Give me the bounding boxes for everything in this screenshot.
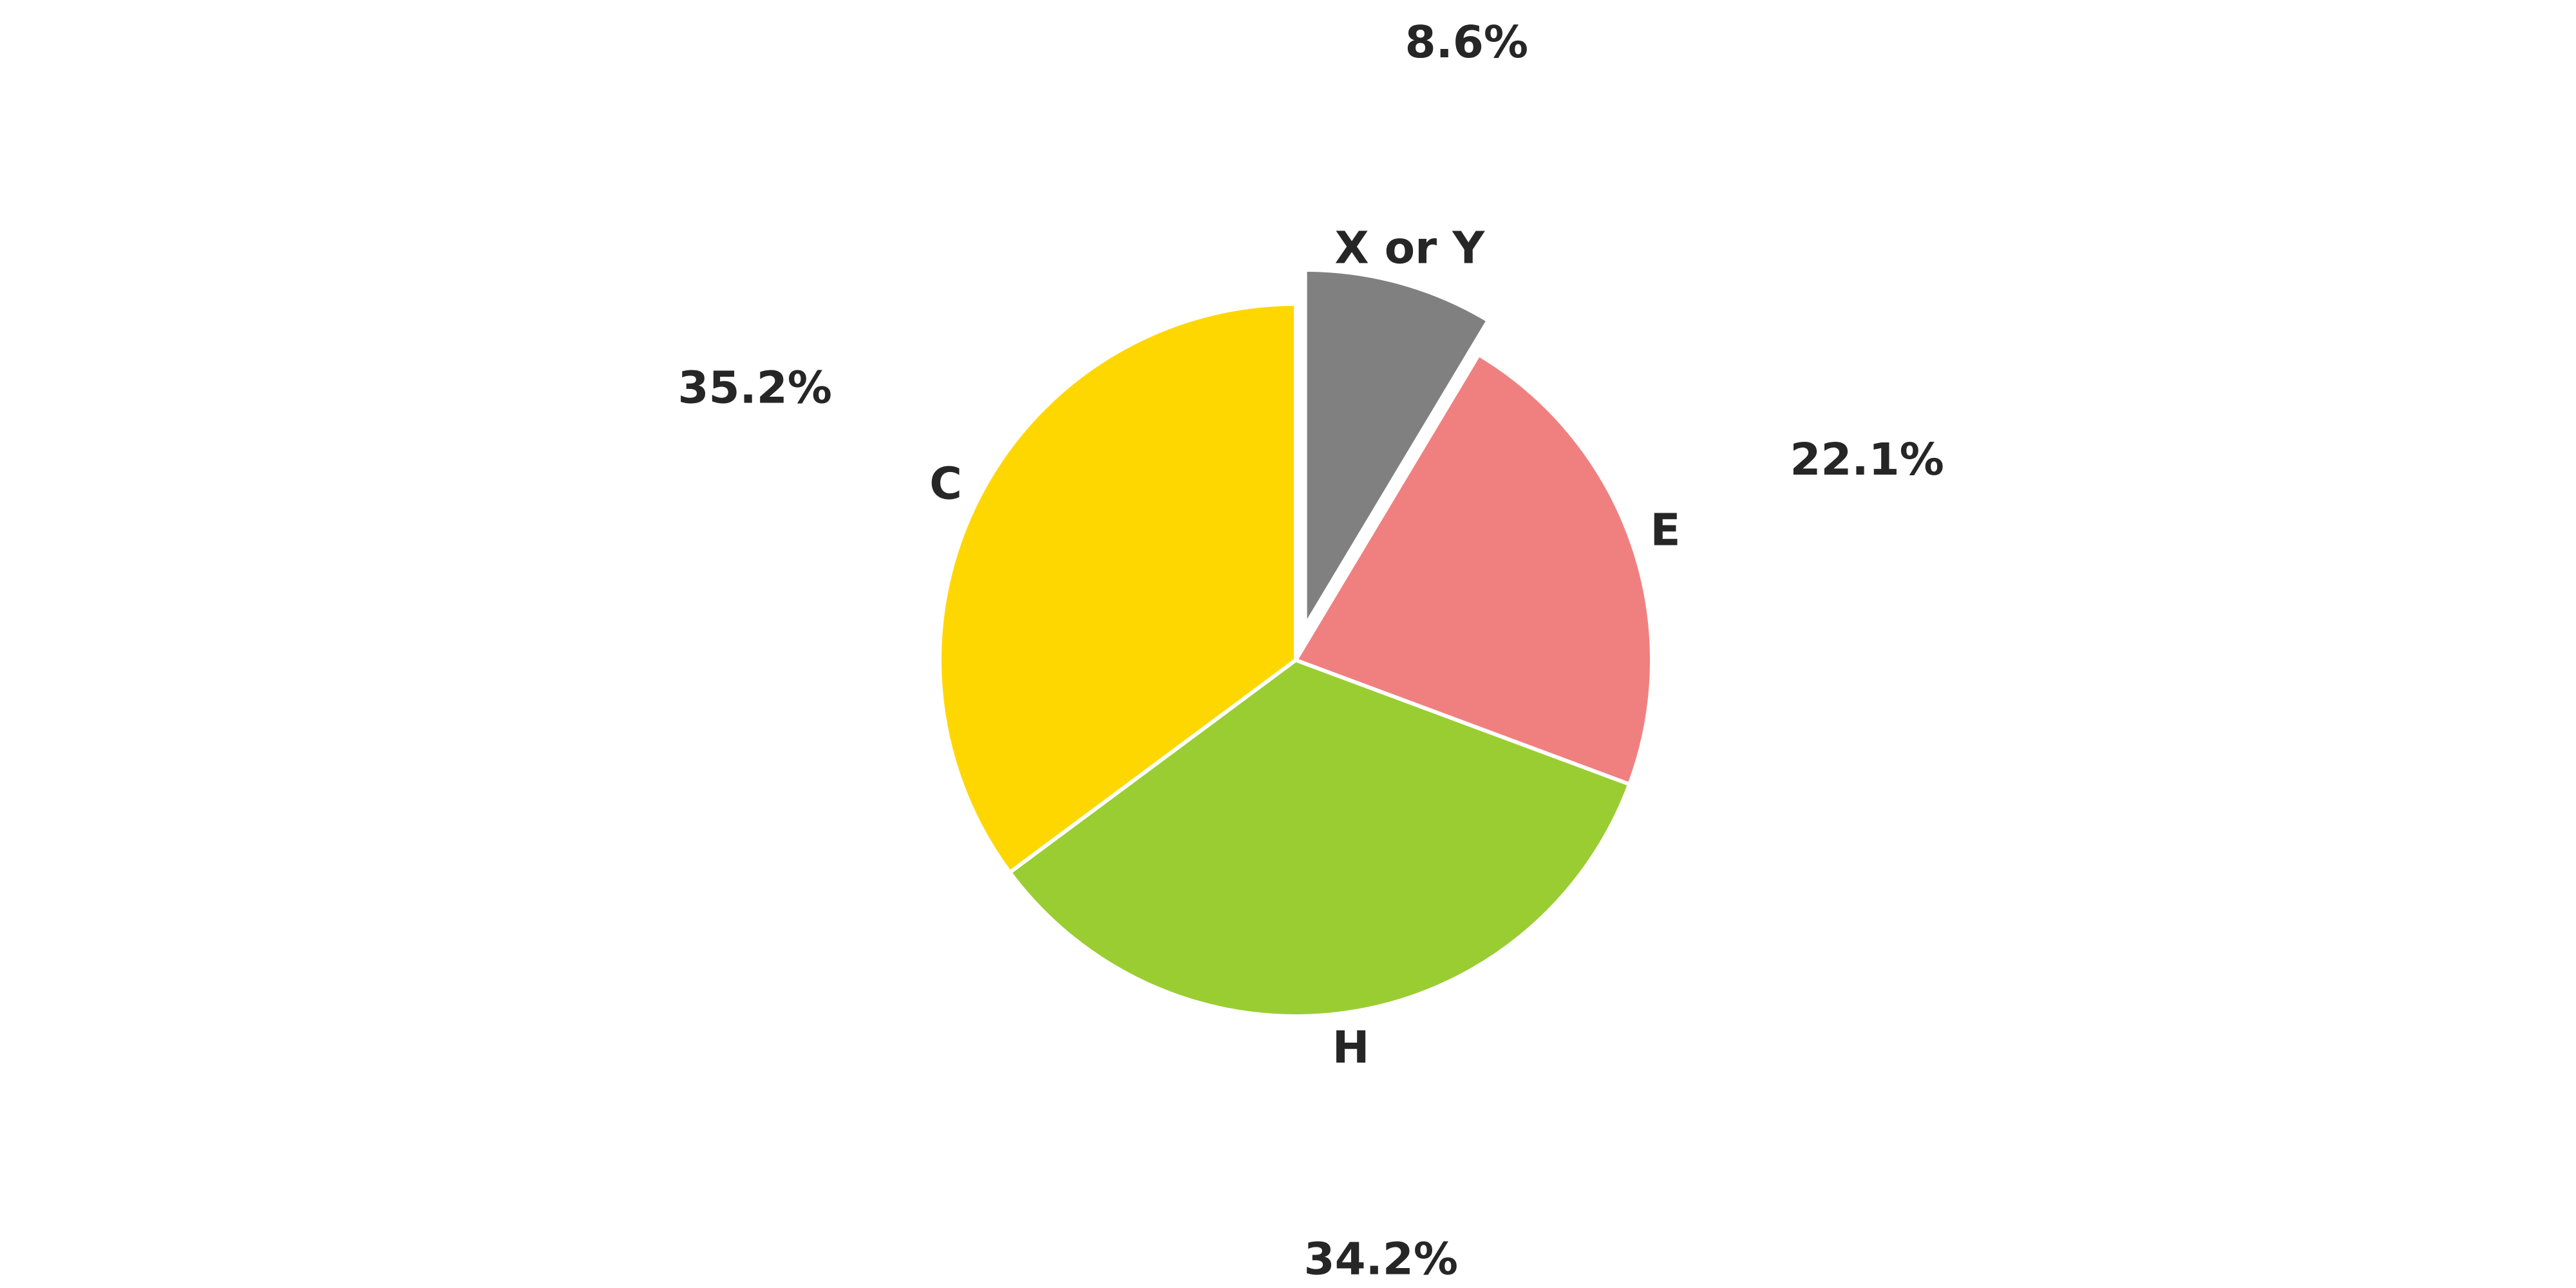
slice-label-e: E [1650,505,1680,556]
pie-slice-x-or-y [1303,267,1492,633]
percent-label-x-or-y: 8.6% [1405,17,1528,68]
pie-slices [938,267,1654,1018]
percent-label-h: 34.2% [1304,1234,1458,1285]
pie-slice-h [1007,658,1633,1018]
slice-label-h: H [1332,1022,1370,1074]
pie-slice-c [938,301,1298,875]
percent-label-c: 35.2% [677,363,831,414]
pie-slice-e [1293,352,1654,787]
pie-labels: X or Y 8.6% E 22.1% H 34.2% C 35.2% [677,17,1944,1285]
slice-label-x-or-y: X or Y [1335,223,1486,274]
percent-label-e: 22.1% [1790,434,1944,486]
slice-label-c: C [929,459,962,510]
